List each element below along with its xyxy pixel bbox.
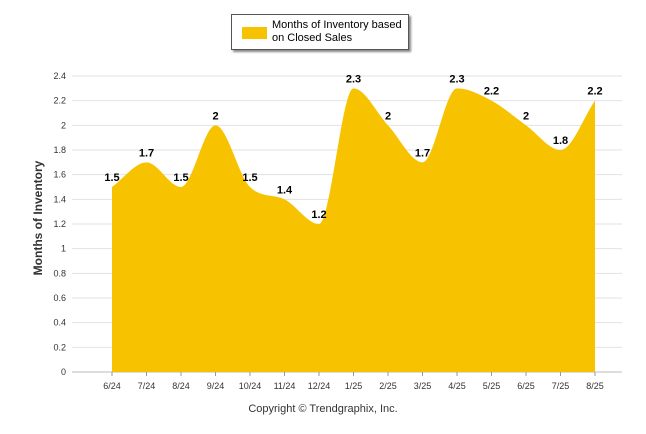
legend: Months of Inventory based on Closed Sale… xyxy=(231,14,409,50)
copyright-text: Copyright © Trendgraphix, Inc. xyxy=(248,403,398,415)
y-tick-label: 1.2 xyxy=(53,219,66,229)
data-label: 1.2 xyxy=(311,209,326,221)
y-axis-label: Months of Inventory xyxy=(31,160,45,275)
y-tick-label: 0 xyxy=(61,367,66,377)
y-tick-label: 2.2 xyxy=(53,96,66,106)
x-tick-label: 10/24 xyxy=(239,381,262,391)
legend-label: Months of Inventory based on Closed Sale… xyxy=(272,19,402,44)
data-label: 2 xyxy=(385,110,391,122)
x-tick-label: 8/25 xyxy=(586,381,604,391)
y-axis-ticks: 0 0.2 0.4 0.6 0.8 1 1.2 1.4 1.6 1.8 2 2.2 2.4 xyxy=(53,71,66,377)
y-tick-label: 1.6 xyxy=(53,170,66,180)
data-label: 1.5 xyxy=(242,172,257,184)
y-tick-label: 2 xyxy=(61,120,66,130)
data-label: 2 xyxy=(523,110,529,122)
x-tick-label: 6/24 xyxy=(103,381,121,391)
data-label: 1.8 xyxy=(553,135,568,147)
x-axis-ticks: 6/24 7/24 8/24 9/24 10/24 11/24 12/24 1/25 2/25 3… xyxy=(103,372,604,391)
data-label: 1.4 xyxy=(277,184,293,196)
y-tick-label: 0.4 xyxy=(53,318,66,328)
data-label: 2.3 xyxy=(449,73,464,85)
data-label: 1.7 xyxy=(415,147,430,159)
x-tick-label: 4/25 xyxy=(448,381,466,391)
x-tick-label: 12/24 xyxy=(308,381,331,391)
x-tick-label: 5/25 xyxy=(483,381,501,391)
data-label: 2.3 xyxy=(346,73,361,85)
data-label: 2 xyxy=(212,110,218,122)
series-area-fill xyxy=(112,88,595,372)
y-tick-label: 0.6 xyxy=(53,293,66,303)
y-tick-label: 1.8 xyxy=(53,145,66,155)
data-label: 1.5 xyxy=(173,172,188,184)
data-label: 2.2 xyxy=(587,86,602,98)
y-tick-label: 1.4 xyxy=(53,194,66,204)
data-label: 1.5 xyxy=(104,172,119,184)
legend-swatch xyxy=(242,27,267,39)
y-tick-label: 0.2 xyxy=(53,342,66,352)
x-tick-label: 6/25 xyxy=(517,381,535,391)
data-label: 1.7 xyxy=(139,147,154,159)
x-tick-label: 7/25 xyxy=(552,381,570,391)
x-tick-label: 2/25 xyxy=(379,381,397,391)
x-tick-label: 8/24 xyxy=(172,381,190,391)
x-tick-label: 9/24 xyxy=(207,381,225,391)
x-tick-label: 3/25 xyxy=(414,381,432,391)
x-tick-label: 11/24 xyxy=(274,381,296,391)
y-tick-label: 1 xyxy=(61,244,66,254)
data-label: 2.2 xyxy=(484,86,499,98)
data-labels: 1.5 1.7 1.5 2 1.5 1.4 1.2 2.3 2 1.7 2.3 2.2 2 1.8 2.2 xyxy=(104,73,602,221)
y-tick-label: 0.8 xyxy=(53,268,66,278)
x-tick-label: 7/24 xyxy=(138,381,156,391)
y-tick-label: 2.4 xyxy=(53,71,66,81)
x-tick-label: 1/25 xyxy=(345,381,363,391)
series-area xyxy=(112,88,595,372)
